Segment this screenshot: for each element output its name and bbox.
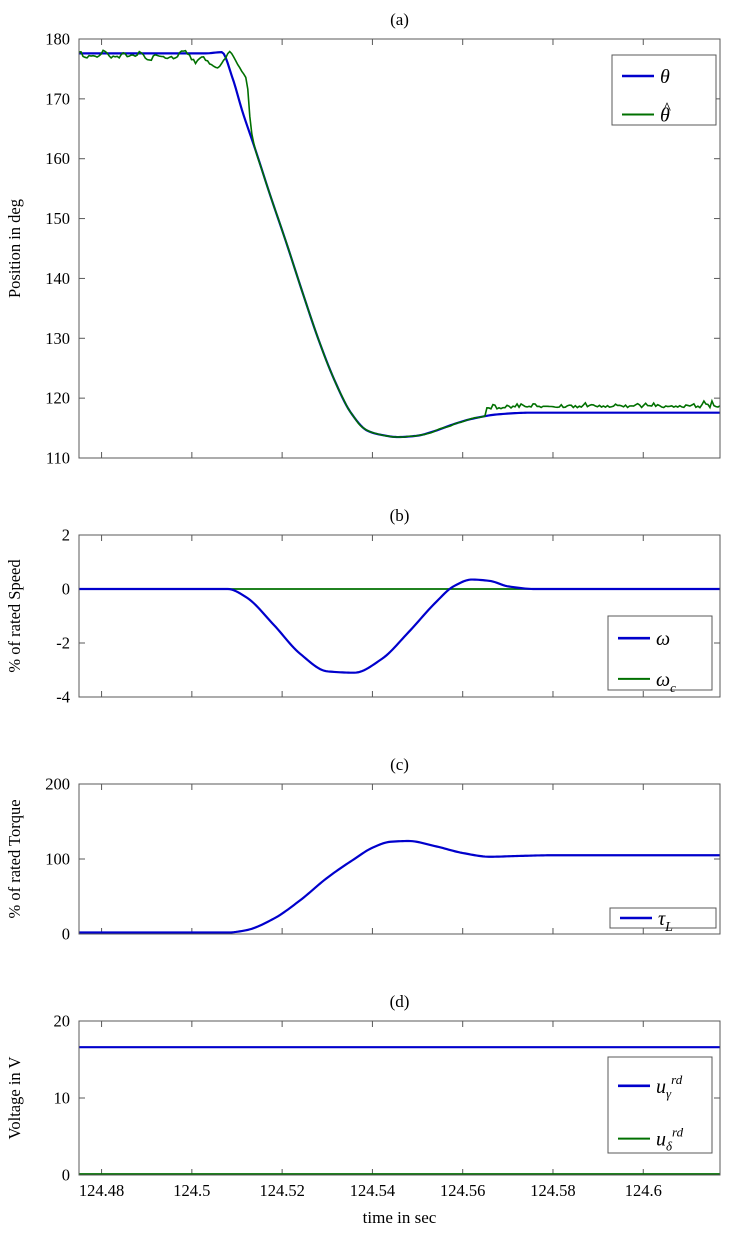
svg-text:10: 10 xyxy=(54,1089,71,1108)
svg-text:0: 0 xyxy=(62,1166,70,1185)
svg-text:(b): (b) xyxy=(390,506,410,525)
svg-text:-4: -4 xyxy=(56,688,70,707)
svg-text:124.56: 124.56 xyxy=(440,1181,485,1200)
svg-text:time in sec: time in sec xyxy=(363,1208,437,1227)
svg-text:200: 200 xyxy=(45,775,70,794)
svg-text:(a): (a) xyxy=(390,10,409,29)
svg-text:160: 160 xyxy=(45,149,70,168)
svg-text:110: 110 xyxy=(46,449,70,468)
svg-text:100: 100 xyxy=(45,850,70,869)
svg-text:0: 0 xyxy=(62,925,70,944)
svg-text:20: 20 xyxy=(54,1012,71,1031)
svg-text:124.52: 124.52 xyxy=(259,1181,304,1200)
svg-text:180: 180 xyxy=(45,30,70,49)
svg-text:ω: ω xyxy=(656,628,670,650)
svg-text:124.5: 124.5 xyxy=(173,1181,210,1200)
svg-text:140: 140 xyxy=(45,269,70,288)
svg-text:% of rated Torque: % of rated Torque xyxy=(5,799,24,918)
svg-text:124.48: 124.48 xyxy=(79,1181,124,1200)
svg-text:150: 150 xyxy=(45,209,70,228)
svg-text:Position in deg: Position in deg xyxy=(5,199,24,298)
svg-text:Voltage in V: Voltage in V xyxy=(5,1057,24,1140)
svg-text:170: 170 xyxy=(45,89,70,108)
svg-text:-2: -2 xyxy=(56,634,70,653)
svg-text:0: 0 xyxy=(62,580,70,599)
svg-text:124.6: 124.6 xyxy=(625,1181,662,1200)
svg-text:2: 2 xyxy=(62,526,70,545)
svg-text:(c): (c) xyxy=(390,755,409,774)
svg-text:124.54: 124.54 xyxy=(350,1181,395,1200)
svg-text:^: ^ xyxy=(663,99,671,118)
svg-text:130: 130 xyxy=(45,329,70,348)
svg-text:120: 120 xyxy=(45,389,70,408)
svg-text:124.58: 124.58 xyxy=(530,1181,575,1200)
svg-text:% of rated Speed: % of rated Speed xyxy=(5,559,24,673)
svg-text:(d): (d) xyxy=(390,992,410,1011)
svg-text:θ: θ xyxy=(660,66,670,88)
